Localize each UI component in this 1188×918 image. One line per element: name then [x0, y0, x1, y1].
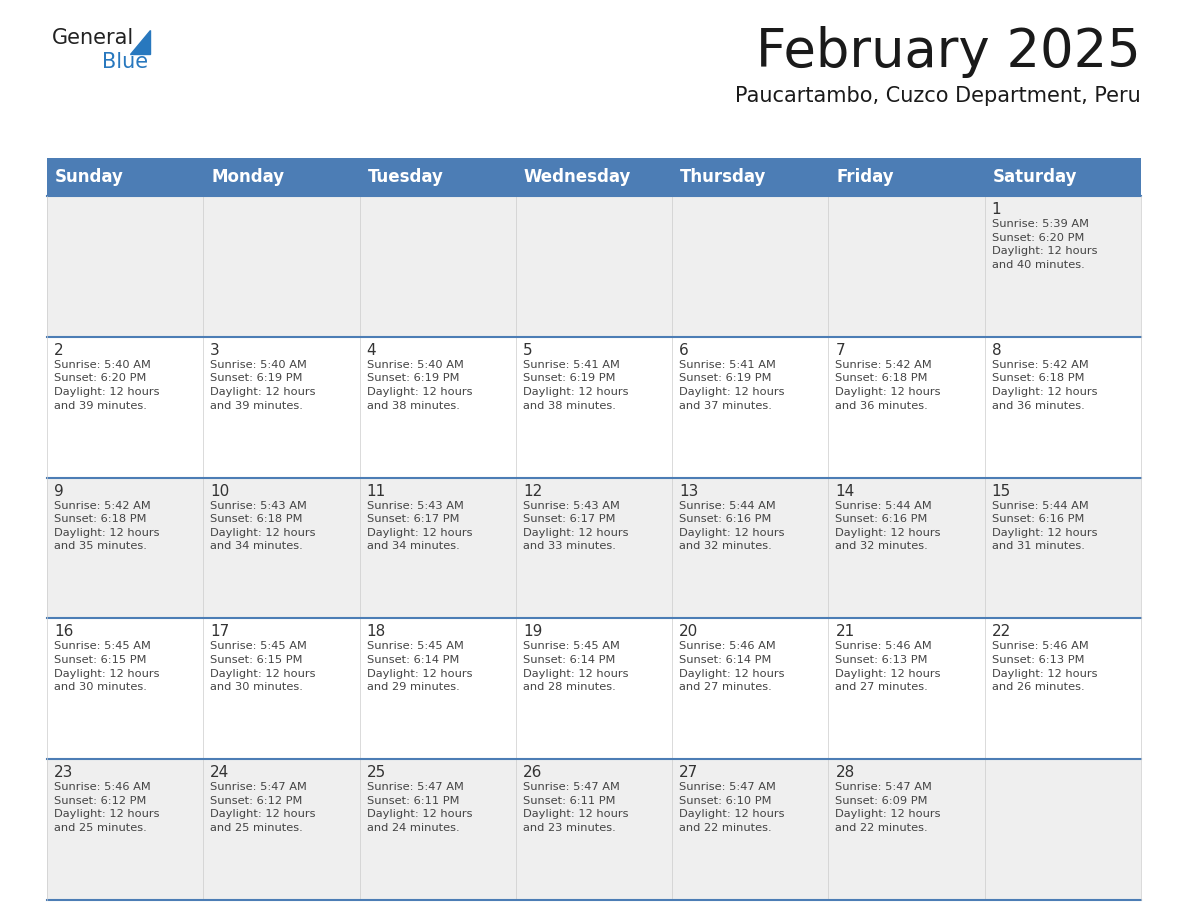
Text: Sunrise: 5:43 AM
Sunset: 6:17 PM
Daylight: 12 hours
and 33 minutes.: Sunrise: 5:43 AM Sunset: 6:17 PM Dayligh… — [523, 500, 628, 552]
Text: 14: 14 — [835, 484, 854, 498]
Text: Sunrise: 5:47 AM
Sunset: 6:11 PM
Daylight: 12 hours
and 24 minutes.: Sunrise: 5:47 AM Sunset: 6:11 PM Dayligh… — [367, 782, 472, 833]
Bar — [48, 196, 1140, 337]
Text: Sunrise: 5:42 AM
Sunset: 6:18 PM
Daylight: 12 hours
and 36 minutes.: Sunrise: 5:42 AM Sunset: 6:18 PM Dayligh… — [992, 360, 1098, 410]
Text: 4: 4 — [367, 342, 377, 358]
Text: Sunrise: 5:47 AM
Sunset: 6:12 PM
Daylight: 12 hours
and 25 minutes.: Sunrise: 5:47 AM Sunset: 6:12 PM Dayligh… — [210, 782, 316, 833]
Text: Sunrise: 5:44 AM
Sunset: 6:16 PM
Daylight: 12 hours
and 31 minutes.: Sunrise: 5:44 AM Sunset: 6:16 PM Dayligh… — [992, 500, 1098, 552]
Text: 20: 20 — [680, 624, 699, 640]
Text: 26: 26 — [523, 766, 542, 780]
Text: 24: 24 — [210, 766, 229, 780]
Text: Sunrise: 5:40 AM
Sunset: 6:20 PM
Daylight: 12 hours
and 39 minutes.: Sunrise: 5:40 AM Sunset: 6:20 PM Dayligh… — [53, 360, 159, 410]
Text: Sunrise: 5:41 AM
Sunset: 6:19 PM
Daylight: 12 hours
and 38 minutes.: Sunrise: 5:41 AM Sunset: 6:19 PM Dayligh… — [523, 360, 628, 410]
Text: 13: 13 — [680, 484, 699, 498]
Text: 17: 17 — [210, 624, 229, 640]
Bar — [48, 337, 1140, 477]
Text: Sunrise: 5:46 AM
Sunset: 6:14 PM
Daylight: 12 hours
and 27 minutes.: Sunrise: 5:46 AM Sunset: 6:14 PM Dayligh… — [680, 642, 784, 692]
Text: Monday: Monday — [211, 168, 284, 186]
Text: Sunrise: 5:45 AM
Sunset: 6:14 PM
Daylight: 12 hours
and 29 minutes.: Sunrise: 5:45 AM Sunset: 6:14 PM Dayligh… — [367, 642, 472, 692]
Text: 2: 2 — [53, 342, 64, 358]
Text: Sunrise: 5:40 AM
Sunset: 6:19 PM
Daylight: 12 hours
and 38 minutes.: Sunrise: 5:40 AM Sunset: 6:19 PM Dayligh… — [367, 360, 472, 410]
Bar — [48, 759, 1140, 900]
Text: Tuesday: Tuesday — [367, 168, 443, 186]
Text: 10: 10 — [210, 484, 229, 498]
Text: 16: 16 — [53, 624, 74, 640]
Text: General: General — [52, 28, 134, 48]
Text: Wednesday: Wednesday — [524, 168, 631, 186]
Text: 18: 18 — [367, 624, 386, 640]
Text: Friday: Friday — [836, 168, 895, 186]
Bar — [48, 619, 1140, 759]
Text: 5: 5 — [523, 342, 532, 358]
Text: Paucartambo, Cuzco Department, Peru: Paucartambo, Cuzco Department, Peru — [735, 86, 1140, 106]
Text: 21: 21 — [835, 624, 854, 640]
Text: 3: 3 — [210, 342, 220, 358]
Text: Sunrise: 5:44 AM
Sunset: 6:16 PM
Daylight: 12 hours
and 32 minutes.: Sunrise: 5:44 AM Sunset: 6:16 PM Dayligh… — [680, 500, 784, 552]
Text: Saturday: Saturday — [993, 168, 1078, 186]
Text: Sunrise: 5:46 AM
Sunset: 6:13 PM
Daylight: 12 hours
and 26 minutes.: Sunrise: 5:46 AM Sunset: 6:13 PM Dayligh… — [992, 642, 1098, 692]
Text: 23: 23 — [53, 766, 74, 780]
Text: Sunrise: 5:44 AM
Sunset: 6:16 PM
Daylight: 12 hours
and 32 minutes.: Sunrise: 5:44 AM Sunset: 6:16 PM Dayligh… — [835, 500, 941, 552]
Text: Sunrise: 5:47 AM
Sunset: 6:10 PM
Daylight: 12 hours
and 22 minutes.: Sunrise: 5:47 AM Sunset: 6:10 PM Dayligh… — [680, 782, 784, 833]
Text: Sunrise: 5:45 AM
Sunset: 6:15 PM
Daylight: 12 hours
and 30 minutes.: Sunrise: 5:45 AM Sunset: 6:15 PM Dayligh… — [210, 642, 316, 692]
Text: Sunrise: 5:46 AM
Sunset: 6:13 PM
Daylight: 12 hours
and 27 minutes.: Sunrise: 5:46 AM Sunset: 6:13 PM Dayligh… — [835, 642, 941, 692]
Text: February 2025: February 2025 — [757, 26, 1140, 78]
Text: Sunrise: 5:43 AM
Sunset: 6:18 PM
Daylight: 12 hours
and 34 minutes.: Sunrise: 5:43 AM Sunset: 6:18 PM Dayligh… — [210, 500, 316, 552]
Text: 9: 9 — [53, 484, 64, 498]
Text: 22: 22 — [992, 624, 1011, 640]
Polygon shape — [129, 30, 150, 54]
Text: Sunrise: 5:46 AM
Sunset: 6:12 PM
Daylight: 12 hours
and 25 minutes.: Sunrise: 5:46 AM Sunset: 6:12 PM Dayligh… — [53, 782, 159, 833]
Text: 8: 8 — [992, 342, 1001, 358]
Text: Sunrise: 5:47 AM
Sunset: 6:11 PM
Daylight: 12 hours
and 23 minutes.: Sunrise: 5:47 AM Sunset: 6:11 PM Dayligh… — [523, 782, 628, 833]
Text: Sunrise: 5:42 AM
Sunset: 6:18 PM
Daylight: 12 hours
and 36 minutes.: Sunrise: 5:42 AM Sunset: 6:18 PM Dayligh… — [835, 360, 941, 410]
Text: 1: 1 — [992, 202, 1001, 217]
Text: 19: 19 — [523, 624, 542, 640]
Bar — [48, 477, 1140, 619]
Text: Sunrise: 5:45 AM
Sunset: 6:14 PM
Daylight: 12 hours
and 28 minutes.: Sunrise: 5:45 AM Sunset: 6:14 PM Dayligh… — [523, 642, 628, 692]
Text: 28: 28 — [835, 766, 854, 780]
Text: Sunrise: 5:39 AM
Sunset: 6:20 PM
Daylight: 12 hours
and 40 minutes.: Sunrise: 5:39 AM Sunset: 6:20 PM Dayligh… — [992, 219, 1098, 270]
Text: 27: 27 — [680, 766, 699, 780]
Text: Thursday: Thursday — [681, 168, 766, 186]
Text: Sunrise: 5:41 AM
Sunset: 6:19 PM
Daylight: 12 hours
and 37 minutes.: Sunrise: 5:41 AM Sunset: 6:19 PM Dayligh… — [680, 360, 784, 410]
Text: 12: 12 — [523, 484, 542, 498]
Text: Sunrise: 5:42 AM
Sunset: 6:18 PM
Daylight: 12 hours
and 35 minutes.: Sunrise: 5:42 AM Sunset: 6:18 PM Dayligh… — [53, 500, 159, 552]
Text: Sunrise: 5:40 AM
Sunset: 6:19 PM
Daylight: 12 hours
and 39 minutes.: Sunrise: 5:40 AM Sunset: 6:19 PM Dayligh… — [210, 360, 316, 410]
Text: 11: 11 — [367, 484, 386, 498]
Text: Sunrise: 5:47 AM
Sunset: 6:09 PM
Daylight: 12 hours
and 22 minutes.: Sunrise: 5:47 AM Sunset: 6:09 PM Dayligh… — [835, 782, 941, 833]
Text: Sunday: Sunday — [55, 168, 124, 186]
Text: 25: 25 — [367, 766, 386, 780]
Text: 15: 15 — [992, 484, 1011, 498]
Text: Blue: Blue — [102, 52, 148, 72]
Text: Sunrise: 5:45 AM
Sunset: 6:15 PM
Daylight: 12 hours
and 30 minutes.: Sunrise: 5:45 AM Sunset: 6:15 PM Dayligh… — [53, 642, 159, 692]
Text: 6: 6 — [680, 342, 689, 358]
Text: Sunrise: 5:43 AM
Sunset: 6:17 PM
Daylight: 12 hours
and 34 minutes.: Sunrise: 5:43 AM Sunset: 6:17 PM Dayligh… — [367, 500, 472, 552]
Text: 7: 7 — [835, 342, 845, 358]
Bar — [48, 158, 1140, 196]
